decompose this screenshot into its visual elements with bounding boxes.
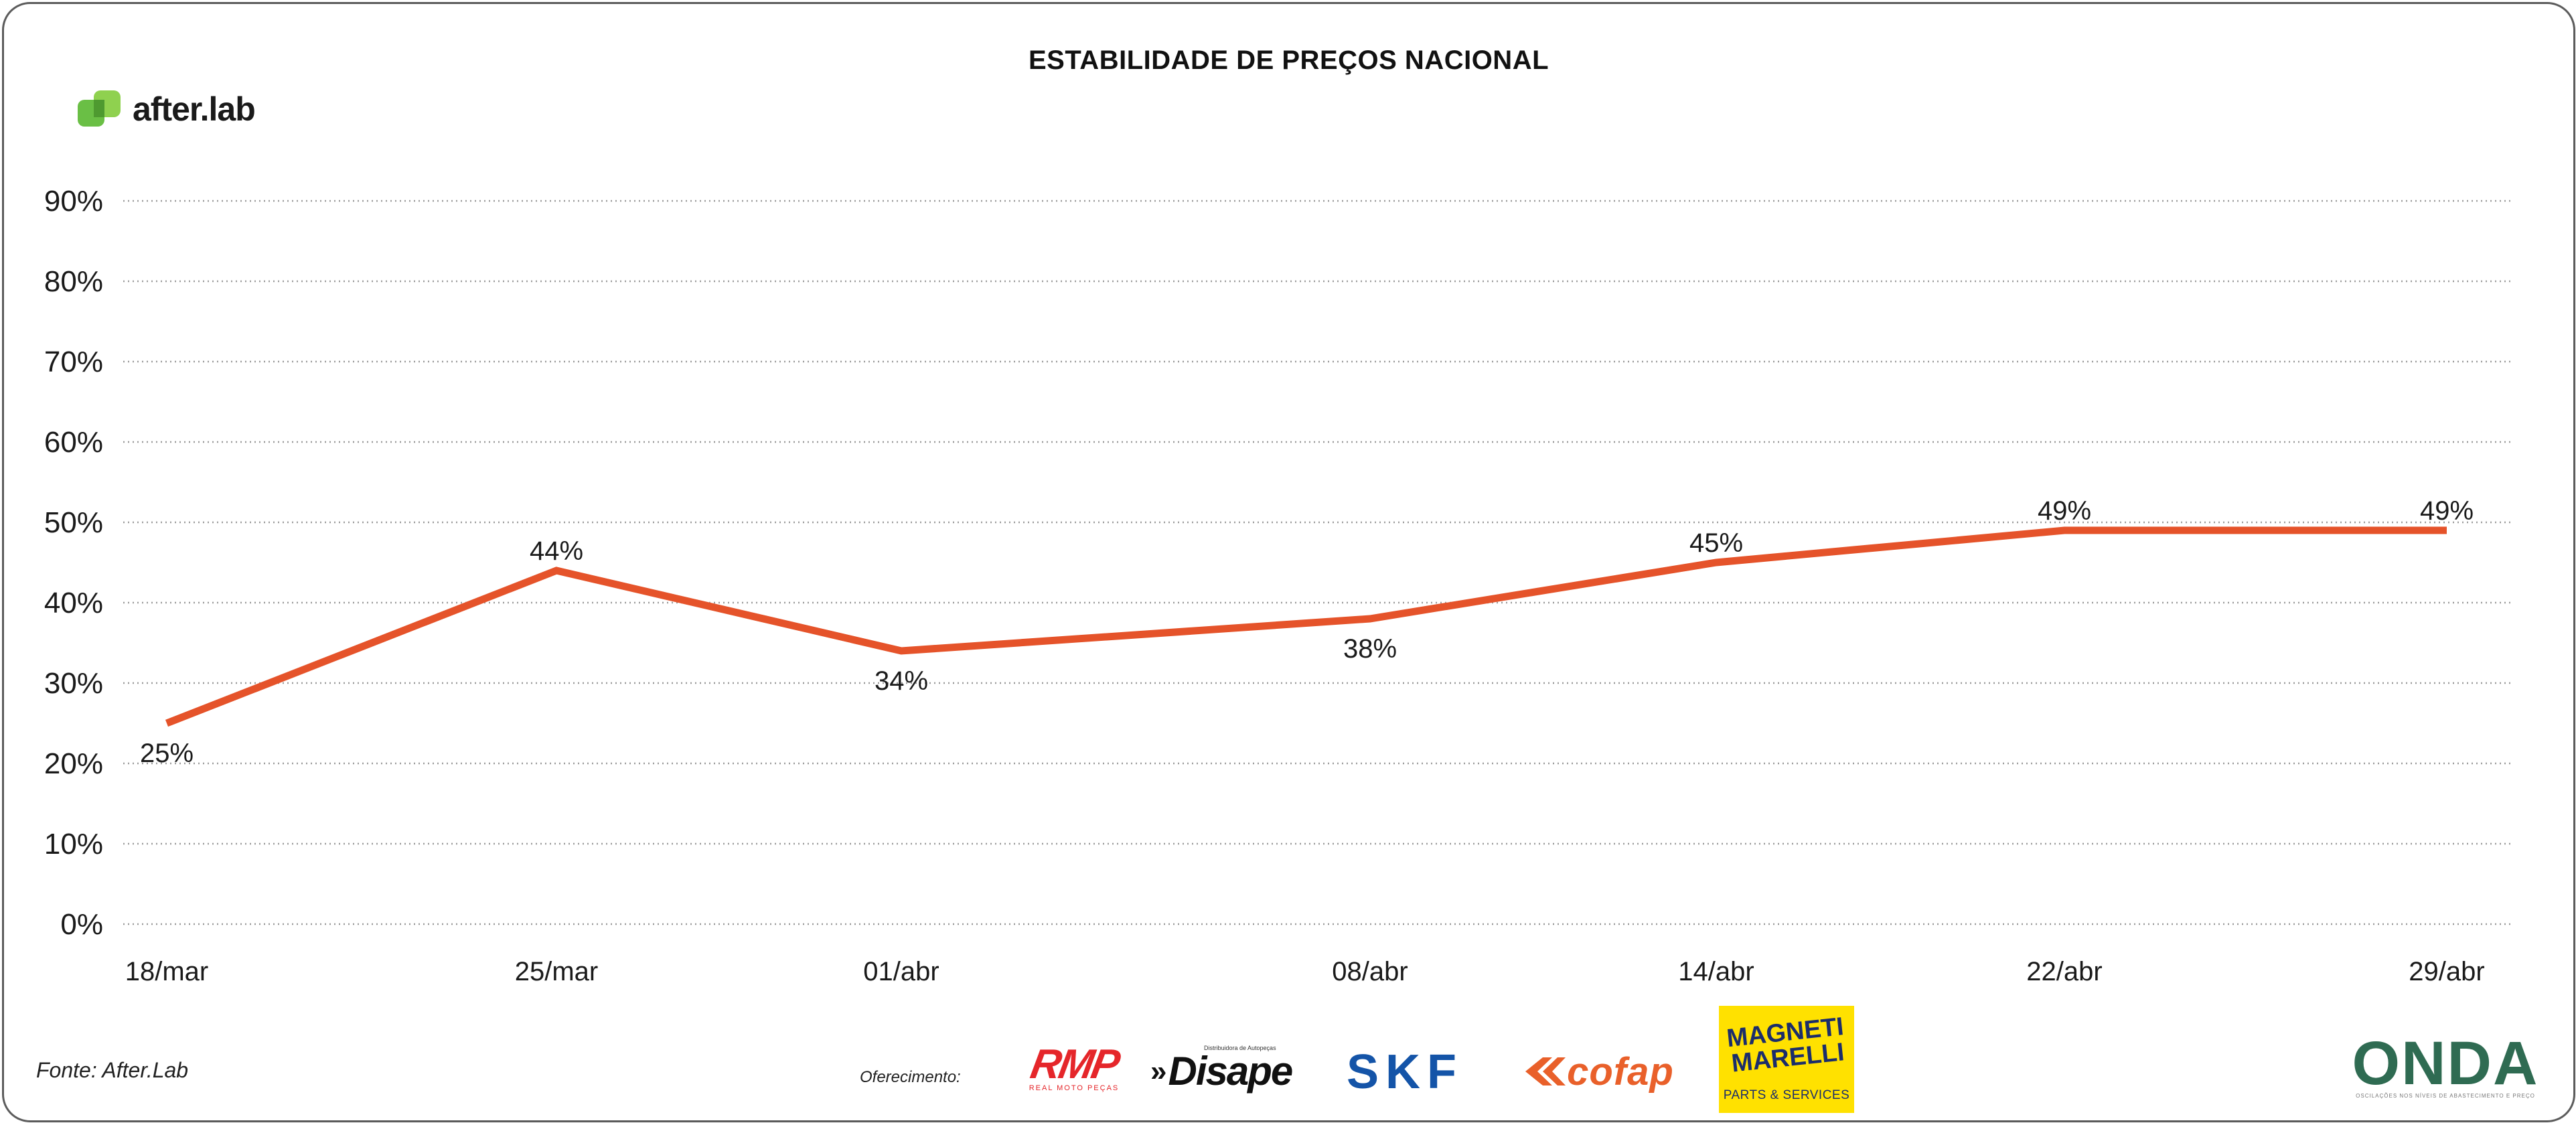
chart-title: ESTABILIDADE DE PREÇOS NACIONAL [1028,46,1549,75]
disape-logo-text: Disape [1168,1049,1293,1094]
skf-logo-text: SKF [1347,1045,1463,1099]
data-label: 25% [140,739,194,768]
y-tick-label: 90% [44,185,103,218]
rmp-logo: RMP REAL MOTO PEÇAS [1015,1041,1133,1093]
data-label: 38% [1343,634,1397,664]
y-tick-label: 70% [44,346,103,378]
sponsor-label: Oferecimento: [860,1068,961,1086]
x-tick-label: 08/abr [1332,957,1408,986]
cofap-logo: cofap [1503,1047,1694,1096]
x-tick-label: 25/mar [515,957,599,986]
rmp-logo-text: RMP [1027,1041,1122,1088]
x-tick-label: 22/abr [2026,957,2102,986]
x-tick-label: 01/abr [863,957,939,986]
x-tick-label: 29/abr [2409,957,2484,986]
disape-chevron-icon: » [1150,1055,1167,1088]
after-lab-logo-icon [78,90,121,127]
brand-name: after.lab [133,90,256,128]
after-lab-brand: after.lab [76,86,256,133]
data-label: 34% [875,666,928,696]
magneti-marelli-logo-text: MAGNETI MARELLI [1725,1013,1846,1078]
y-tick-label: 30% [44,667,103,700]
x-tick-label: 18/mar [125,957,209,986]
disape-logo: Distribuidora de Autopeças » Disape [1150,1043,1306,1093]
data-label: 49% [2420,496,2474,526]
y-tick-label: 40% [44,587,103,619]
magneti-marelli-logo-tagline: PARTS & SERVICES [1723,1088,1850,1102]
cofap-logo-text: cofap [1567,1049,1674,1094]
onda-logo-tagline: OSCILAÇÕES NOS NÍVEIS DE ABASTECIMENTO E… [2356,1092,2535,1099]
y-tick-label: 50% [44,506,103,539]
y-tick-label: 60% [44,426,103,459]
x-tick-label: 14/abr [1678,957,1754,986]
y-tick-label: 0% [60,908,103,941]
disape-logo-tagline: Distribuidora de Autopeças [1204,1045,1276,1051]
series-line [165,526,2447,727]
onda-logo: ONDA OSCILAÇÕES NOS NÍVEIS DE ABASTECIME… [2345,1033,2546,1100]
onda-logo-text: ONDA [2352,1029,2539,1098]
data-label: 44% [530,536,583,566]
cofap-mark-icon [1525,1057,1566,1085]
data-label: 45% [1689,528,1743,558]
y-tick-label: 80% [44,265,103,298]
y-tick-label: 10% [44,828,103,860]
source-note: Fonte: After.Lab [36,1058,189,1082]
data-label: 49% [2038,496,2091,526]
y-tick-label: 20% [44,747,103,780]
skf-logo: SKF [1322,1045,1488,1099]
line-chart: 0% 10% 20% 30% 40% 50% 60% 70% 80% 90% 18/mar 25/ma… [44,185,2512,986]
rmp-logo-tagline: REAL MOTO PEÇAS [1029,1084,1120,1092]
magneti-marelli-logo: MAGNETI MARELLI PARTS & SERVICES [1719,1006,1854,1113]
